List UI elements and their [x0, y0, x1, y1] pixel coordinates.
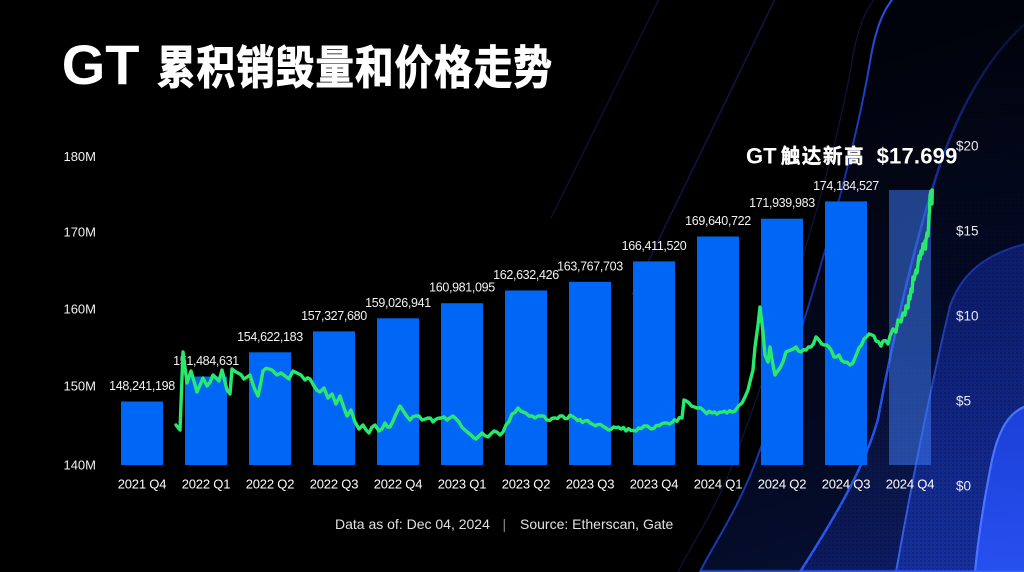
svg-text:2023 Q1: 2023 Q1 [438, 477, 486, 492]
svg-text:$15: $15 [956, 224, 979, 239]
svg-text:159,026,941: 159,026,941 [365, 296, 431, 310]
svg-text:154,622,183: 154,622,183 [237, 330, 303, 344]
svg-text:2023 Q4: 2023 Q4 [630, 477, 678, 492]
svg-text:2024 Q2: 2024 Q2 [758, 477, 806, 492]
svg-text:148,241,198: 148,241,198 [109, 379, 175, 393]
svg-text:$10: $10 [956, 309, 979, 324]
svg-text:Data as of: Dec 04, 2024: Data as of: Dec 04, 2024 [335, 516, 490, 532]
svg-text:Source: Etherscan, Gate: Source: Etherscan, Gate [520, 516, 674, 532]
svg-text:2022 Q4: 2022 Q4 [374, 477, 422, 492]
svg-text:160,981,095: 160,981,095 [429, 281, 495, 295]
svg-text:151,484,631: 151,484,631 [173, 354, 239, 368]
svg-text:$5: $5 [956, 394, 971, 409]
svg-text:150M: 150M [63, 378, 96, 393]
svg-text:2021 Q4: 2021 Q4 [118, 477, 166, 492]
svg-text:2024 Q3: 2024 Q3 [822, 477, 870, 492]
svg-text:2022 Q2: 2022 Q2 [246, 477, 294, 492]
svg-text:GT: GT [746, 143, 777, 168]
svg-text:171,939,983: 171,939,983 [749, 196, 815, 210]
svg-text:|: | [503, 516, 507, 532]
svg-text:160M: 160M [63, 302, 96, 317]
svg-text:2022 Q3: 2022 Q3 [310, 477, 358, 492]
svg-text:$20: $20 [956, 139, 979, 154]
svg-text:166,411,520: 166,411,520 [622, 239, 687, 253]
svg-text:2023 Q3: 2023 Q3 [566, 477, 614, 492]
svg-text:174,184,527: 174,184,527 [813, 179, 879, 193]
svg-text:2023 Q2: 2023 Q2 [502, 477, 550, 492]
svg-text:180M: 180M [63, 149, 96, 164]
svg-text:169,640,722: 169,640,722 [685, 214, 751, 228]
svg-text:2024 Q1: 2024 Q1 [694, 477, 742, 492]
svg-text:GT: GT [62, 33, 140, 96]
svg-text:162,632,426: 162,632,426 [493, 268, 559, 282]
svg-text:2022 Q1: 2022 Q1 [182, 477, 230, 492]
svg-text:163,767,703: 163,767,703 [557, 259, 623, 273]
svg-text:157,327,680: 157,327,680 [301, 309, 367, 323]
svg-text:$0: $0 [956, 479, 971, 494]
svg-text:$17.699: $17.699 [877, 143, 958, 168]
svg-text:170M: 170M [63, 224, 96, 239]
svg-text:140M: 140M [63, 458, 96, 473]
svg-text:2024 Q4: 2024 Q4 [886, 477, 934, 492]
